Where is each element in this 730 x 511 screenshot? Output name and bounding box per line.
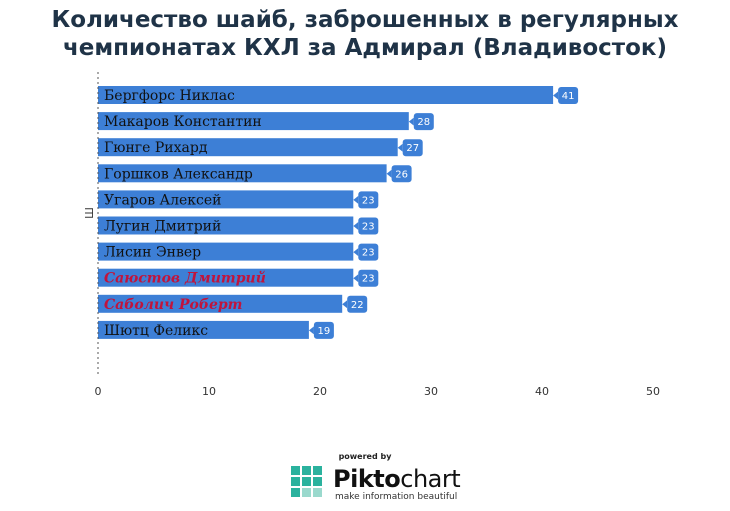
bar-category-label: Макаров Константин [104,114,262,130]
bar-value-label: 22 [351,300,364,311]
value-bubble-pointer [553,91,559,100]
value-bubble [558,87,579,104]
value-bubble [313,321,334,339]
bar [98,216,354,235]
x-tick-label: 10 [202,385,216,398]
bar-category-label: Гюнге Рихард [104,140,208,156]
value-bubble [358,217,379,235]
bar [98,86,554,104]
value-bubble [358,243,379,261]
bar [98,320,309,339]
bar-value-label: 26 [395,169,408,180]
bar-value-label: 23 [362,248,375,259]
bar-category-label: Бергфорс Никлас [104,88,235,104]
y-axis-label: Ш [83,207,96,219]
bar-value-label: 19 [318,326,331,337]
bar-group: Саболич Роберт 22 [98,294,368,313]
value-bubble-pointer [342,300,348,309]
x-tick-label: 0 [95,385,102,398]
chart-title-line-2: чемпионатах КХЛ за Адмирал (Владивосток) [62,35,668,61]
value-bubble-pointer [386,169,392,178]
bar [98,242,354,261]
bar-group: Бергфорс Никлас 41 [98,86,579,104]
bar [98,112,409,131]
bar-value-label: 27 [406,143,419,154]
bar-category-label: Горшков Александр [104,166,253,182]
bar-value-label: 23 [362,274,375,285]
value-bubble-pointer [308,326,314,335]
bar-category-label: Лугин Дмитрий [104,219,221,235]
value-bubble-pointer [408,117,414,126]
bar [98,190,354,209]
bar-category-label: Саболич Роберт [104,297,242,313]
bar-category-label: Шютц Феликс [104,323,208,339]
bar-category-label: Саюстов Дмитрий [104,270,266,287]
bar-chart: Бергфорс Никлас 41 Макаров Константин 28 Гюн… [83,72,660,398]
x-axis: 0 10 20 30 40 50 [95,72,660,398]
value-bubble-pointer [353,195,359,204]
bars-layer: Бергфорс Никлас 41 Макаров Константин 28 Гюн… [98,86,579,339]
bar-category-label: Угаров Алексей [104,192,222,208]
footer: powered by Piktochart make information b… [0,452,730,508]
chart-title-line-1: Количество шайб, заброшенных в регулярны… [51,7,679,33]
value-bubble [347,295,368,313]
value-bubble-pointer [397,143,403,152]
piktochart-tagline: make information beautiful [335,492,458,502]
bar-value-label: 28 [417,117,430,128]
bar-group: Макаров Константин 28 [98,112,434,131]
value-bubble [358,269,379,287]
piktochart-logo-text: Piktochart [333,465,461,493]
bar-group: Горшков Александр 26 [98,164,412,183]
bar-category-label: Лисин Энвер [104,245,201,261]
value-bubble-pointer [353,248,359,257]
value-bubble-pointer [353,222,359,230]
bar [98,294,343,313]
bar-group: Шютц Феликс 19 [98,320,334,339]
bar-group: Лисин Энвер 23 [98,242,379,261]
bar-value-label: 41 [562,91,575,102]
piktochart-logo-icon [291,466,322,497]
value-bubble [402,139,423,157]
value-bubble [358,191,379,209]
chart-title: Количество шайб, заброшенных в регулярны… [0,6,730,62]
x-tick-label: 30 [424,385,438,398]
brand-bold: Pikto [333,465,401,493]
bar [98,268,354,287]
x-tick-label: 40 [535,385,549,398]
powered-by-text: powered by [338,452,392,461]
bar-group: Саюстов Дмитрий 23 [98,268,379,287]
bar-value-label: 23 [362,222,375,233]
bar-group: Гюнге Рихард 27 [98,138,423,157]
bar-group: Угаров Алексей 23 [98,190,379,209]
bar [98,164,387,183]
value-bubble-pointer [353,274,359,283]
bar [98,138,398,157]
value-bubble [413,113,434,131]
bar-group: Лугин Дмитрий 23 [98,216,379,235]
brand-rest: chart [400,465,461,493]
value-bubble [391,165,412,183]
bar-value-label: 23 [362,195,375,206]
x-tick-label: 20 [313,385,327,398]
x-tick-label: 50 [646,385,660,398]
